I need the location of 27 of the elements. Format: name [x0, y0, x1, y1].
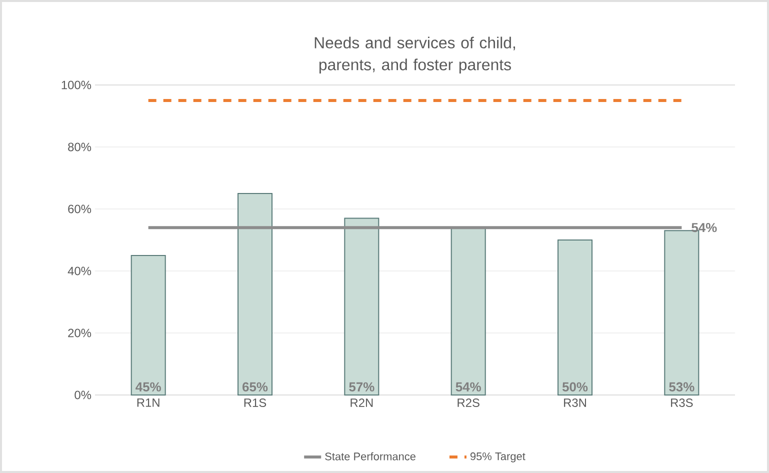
data-label: 54% [692, 223, 717, 232]
x-tick-label: R2S [458, 398, 480, 407]
y-tick-label: 60% [68, 204, 92, 214]
x-tick-label: R3N [564, 398, 586, 407]
x-tick-label: R3S [671, 398, 693, 407]
data-label: 57% [349, 382, 374, 392]
y-tick-label: 80% [68, 142, 92, 152]
bar [450, 227, 486, 396]
legend-label: 95% Target [470, 452, 526, 462]
data-label: 54% [456, 382, 481, 392]
data-label: 65% [242, 382, 268, 392]
bar [238, 192, 273, 396]
y-tick-label: 40% [68, 266, 92, 276]
data-label: 50% [562, 382, 588, 392]
x-tick-label: R1S [244, 398, 266, 407]
y-tick-label: 100% [62, 80, 92, 90]
x-tick-label: R1N [137, 398, 160, 407]
bar [344, 218, 380, 396]
data-label: 53% [669, 382, 694, 392]
y-tick-label: 20% [68, 328, 92, 338]
bar [130, 254, 166, 396]
chart-title: Needs and services of child, parents, and foster parents [314, 36, 515, 74]
y-tick-label: 0% [74, 390, 92, 400]
data-label: 45% [136, 382, 161, 392]
x-tick-label: R2N [350, 398, 373, 407]
legend-label: State Performance [325, 452, 416, 460]
bar [558, 239, 593, 396]
